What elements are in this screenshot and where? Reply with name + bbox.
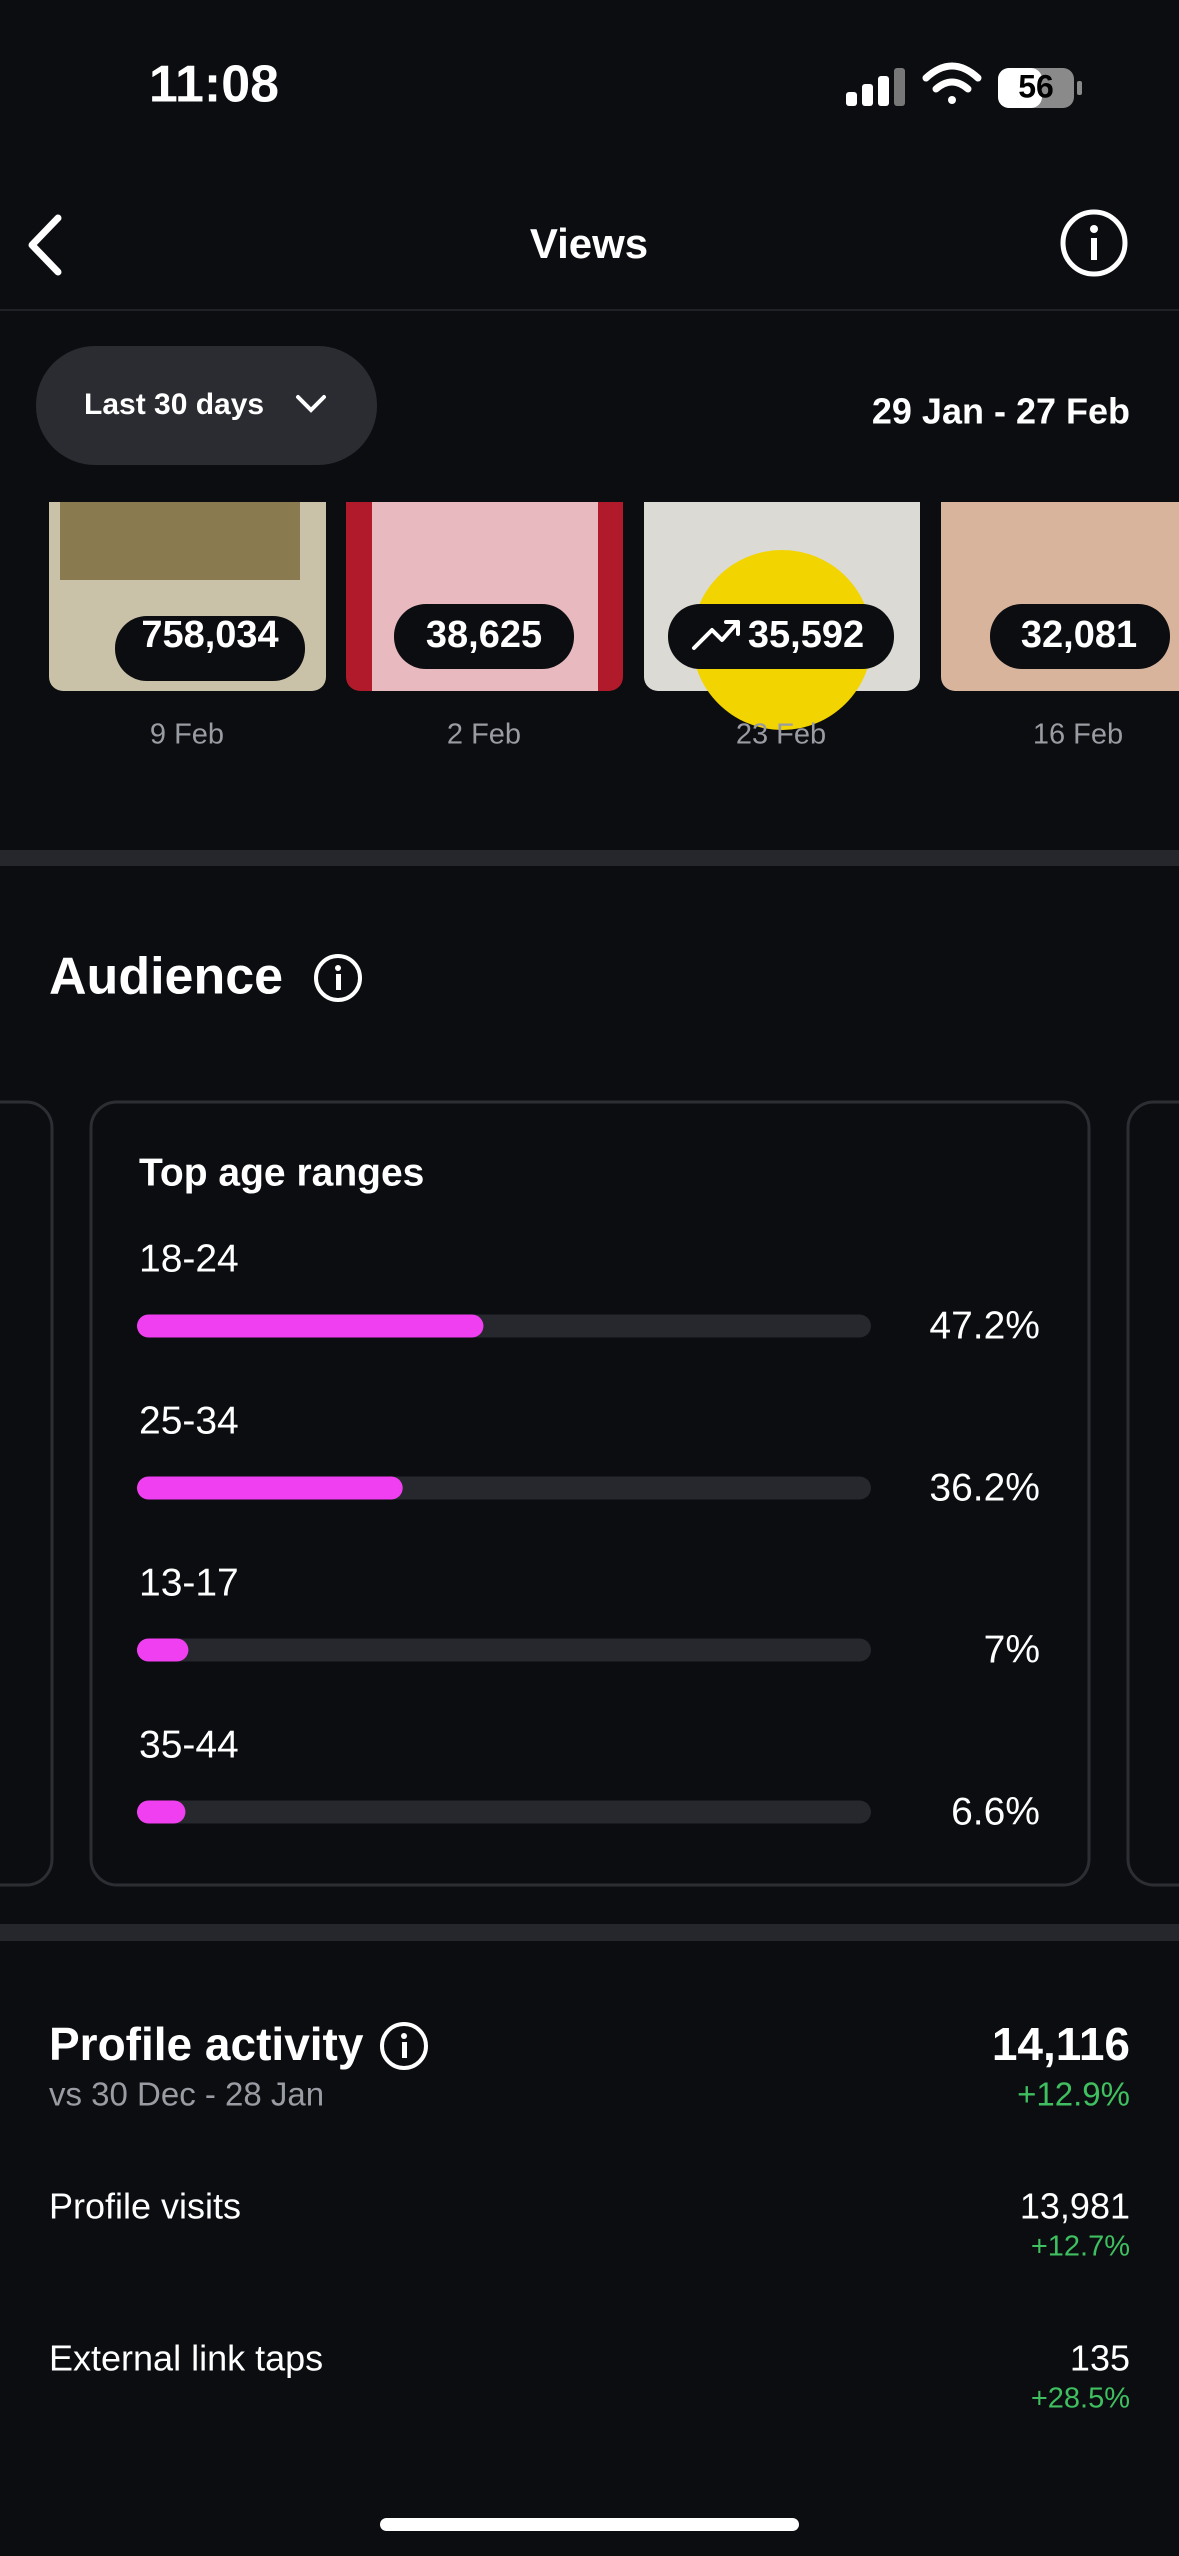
thumbnail-date: 9 Feb [150, 719, 224, 751]
thumbnail-views: 35,592 [748, 614, 864, 656]
wifi-icon [922, 62, 982, 104]
bar [137, 1800, 186, 1824]
section-separator [0, 850, 1179, 866]
category-label: 35-44 [139, 1723, 239, 1766]
info-button[interactable] [1060, 209, 1128, 277]
thumbnail-clip [0, 470, 1179, 502]
trending-icon [692, 620, 740, 650]
value-label: 6.6% [951, 1790, 1040, 1833]
value-label: 7% [984, 1628, 1040, 1671]
audience-title: Audience [49, 948, 283, 1006]
info-icon[interactable] [380, 2022, 428, 2070]
signal-icon [846, 68, 905, 106]
card-partial [1126, 1100, 1179, 1887]
profile-activity-title: Profile activity [49, 2018, 364, 2070]
bar [137, 1314, 484, 1338]
battery-level: 56 [1018, 68, 1054, 104]
thumbnail[interactable]: 32,081 [941, 480, 1179, 691]
date-range: 29 Jan - 27 Feb [872, 391, 1130, 432]
profile-activity-change: +12.9% [1017, 2076, 1130, 2113]
value-label: 36.2% [929, 1466, 1040, 1509]
thumbnail-views: 38,625 [426, 614, 542, 656]
comparison-period: vs 30 Dec - 28 Jan [49, 2076, 324, 2113]
thumbnail-date: 16 Feb [1033, 719, 1123, 751]
category-label: 18-24 [139, 1237, 239, 1280]
metric-value: 135 [1070, 2338, 1130, 2379]
thumbnail-views: 32,081 [1021, 614, 1137, 656]
thumbnail[interactable]: 35,592 [644, 480, 920, 730]
metric-change: +28.5% [1031, 2383, 1130, 2415]
header-title: Views [530, 220, 648, 267]
thumbnail[interactable]: 758,034 [49, 480, 326, 691]
thumbnail-date: 23 Feb [736, 719, 826, 751]
category-label: 25-34 [139, 1399, 239, 1442]
battery-icon: 56 [998, 68, 1082, 108]
period-label: Last 30 days [84, 388, 264, 421]
metric-label: External link taps [49, 2338, 323, 2379]
metric-change: +12.7% [1031, 2231, 1130, 2263]
chart-title: Top age ranges [139, 1151, 424, 1194]
value-label: 47.2% [929, 1304, 1040, 1347]
card-partial [0, 1100, 54, 1887]
thumbnail-date: 2 Feb [447, 719, 521, 751]
metric-value: 13,981 [1020, 2186, 1130, 2227]
period-dropdown[interactable]: Last 30 days [36, 346, 377, 465]
section-separator [0, 1924, 1179, 1941]
age-card [89, 1100, 1091, 1887]
info-icon[interactable] [314, 954, 362, 1002]
profile-activity-total: 14,116 [992, 2018, 1130, 2070]
divider [0, 309, 1179, 311]
bar [137, 1476, 403, 1500]
thumbnail-views: 758,034 [141, 614, 278, 656]
bar [137, 1638, 189, 1662]
category-label: 13-17 [139, 1561, 239, 1604]
bar-track [137, 1800, 871, 1824]
thumbnail[interactable]: 38,625 [346, 480, 623, 691]
bar-track [137, 1638, 871, 1662]
bar-list: 18-24 47.2% 25-34 36.2% 13-17 7% 35-44 6.6% [137, 1237, 1040, 1833]
status-time: 11:08 [149, 56, 279, 114]
back-button[interactable] [28, 214, 62, 276]
metric-label: Profile visits [49, 2186, 241, 2227]
home-indicator [380, 2518, 799, 2531]
